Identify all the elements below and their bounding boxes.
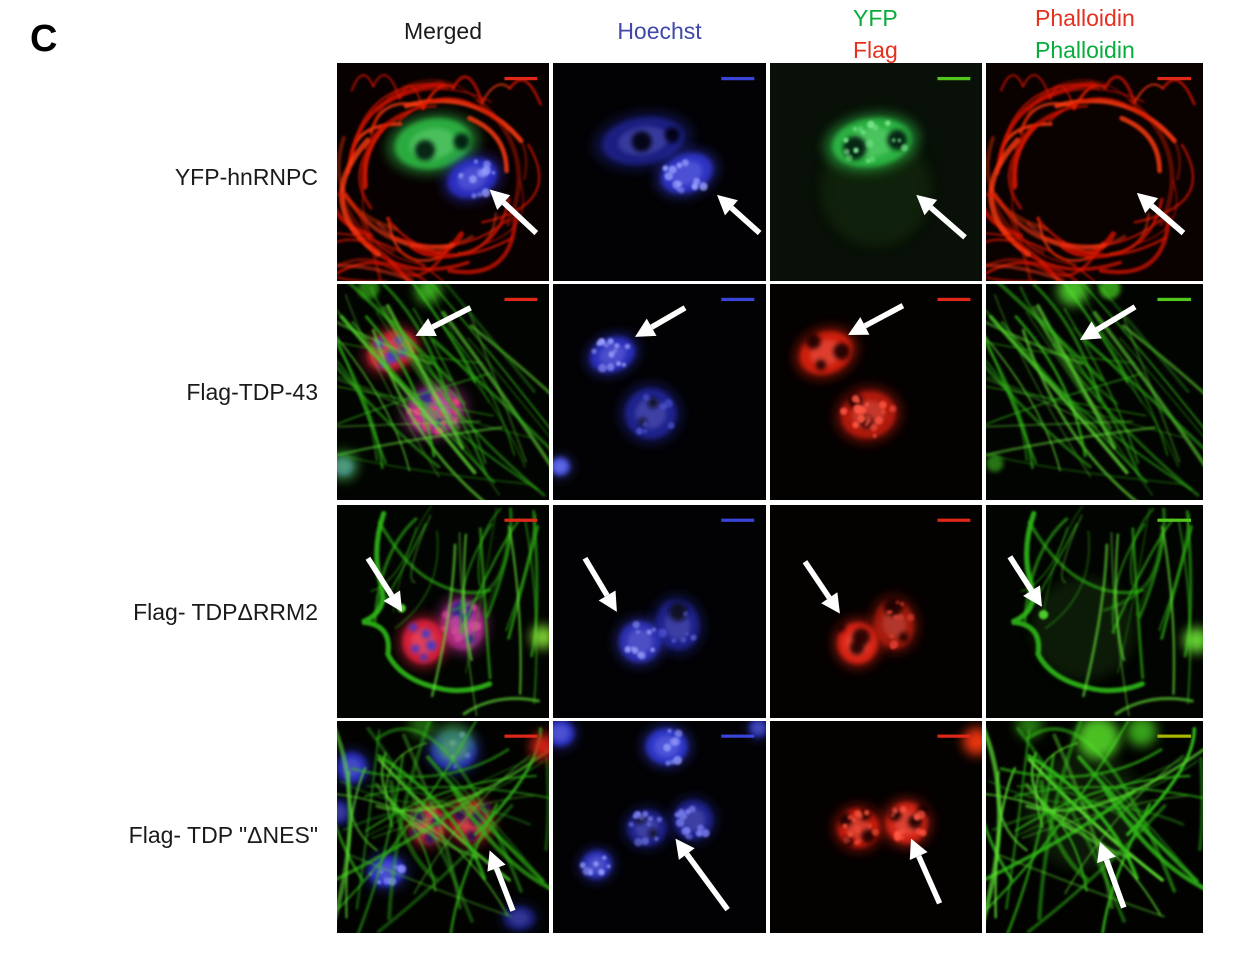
pointer-arrow (1136, 192, 1186, 236)
scale-bar (721, 518, 755, 522)
scale-bar (937, 76, 971, 81)
nuclei-layer (833, 797, 932, 852)
pointer-arrow (802, 560, 840, 614)
row-label-yfp-hnrnpc: YFP-hnRNPC (174, 164, 318, 190)
row-label-flag-tdp-dnes: Flag- TDP "ΔNES" (128, 822, 318, 848)
column-header-phalloidin: Phalloidin Phalloidin (1035, 2, 1135, 66)
pointer-arrow (415, 305, 472, 337)
row-label-flag-tdp-drrm2: Flag- TDPΔRRM2 (133, 599, 318, 625)
scale-bar (504, 76, 538, 81)
scale-bar (721, 297, 755, 302)
pointer-arrow (1007, 555, 1042, 607)
pointer-arrow (916, 194, 967, 240)
column-header-yfp-flag: YFP Flag (853, 2, 898, 66)
filament-web (337, 284, 549, 500)
scale-bar (721, 76, 755, 81)
scale-bar (721, 734, 755, 738)
nuclei-layer (614, 595, 704, 667)
scale-bar (504, 734, 538, 738)
column-header-flag: Flag (853, 37, 898, 63)
filament-web (1010, 505, 1194, 717)
column-header-phalloidin-green: Phalloidin (1035, 37, 1135, 63)
pointer-arrow (365, 556, 403, 612)
column-header-phalloidin-red: Phalloidin (1035, 5, 1135, 31)
panel-r3-hoechst (553, 505, 766, 718)
pointer-arrow (717, 194, 762, 236)
column-header-merged: Merged (404, 18, 482, 44)
panel-r3-phalloidin (986, 505, 1203, 718)
scale-bar (1157, 734, 1192, 738)
scale-bar (937, 297, 971, 302)
scale-bar (504, 297, 538, 302)
filament-web (986, 721, 1203, 933)
panel-r4-flag (770, 721, 982, 933)
pointer-arrow (909, 838, 943, 905)
column-header-yfp: YFP (853, 5, 898, 31)
filament-web (337, 74, 542, 281)
panel-r1-yfp (770, 63, 982, 281)
nuclei-layer (823, 112, 920, 173)
column-header-hoechst: Hoechst (617, 18, 702, 44)
panel-r3-flag (770, 505, 982, 718)
pointer-arrow (489, 189, 539, 236)
scale-bar (1157, 518, 1192, 522)
nuclei-layer (833, 595, 919, 669)
panel-r1-phalloidin (986, 63, 1203, 281)
panel-r2-hoechst (553, 284, 766, 500)
row-label-flag-tdp43: Flag-TDP-43 (186, 379, 318, 405)
panel-r3-merged (337, 505, 549, 718)
panel-r2-phalloidin (986, 284, 1203, 500)
nuclei-layer (593, 111, 718, 198)
pointer-arrow (675, 838, 730, 912)
nuclei-layer (386, 112, 503, 203)
scale-bar (504, 518, 538, 522)
nuclei-layer (553, 333, 682, 478)
pointer-arrow (487, 850, 516, 912)
filament-web (337, 721, 549, 933)
filament-web (986, 284, 1203, 500)
nuclei-layer (794, 326, 902, 444)
scale-bar (937, 734, 971, 738)
scale-bar (1157, 76, 1192, 81)
panel-r4-phalloidin (986, 721, 1203, 933)
panel-r2-flag (770, 284, 982, 500)
pointer-arrow (848, 303, 905, 335)
pointer-arrow (635, 305, 687, 337)
panel-r1-hoechst (553, 63, 766, 281)
panel-r4-merged (337, 721, 549, 933)
panel-r1-merged (337, 63, 549, 281)
panel-letter: C (30, 18, 58, 60)
pointer-arrow (582, 556, 617, 612)
panel-r2-merged (337, 284, 549, 500)
pointer-arrow (1097, 841, 1127, 909)
pointer-arrow (1079, 304, 1137, 340)
panel-r4-hoechst (553, 721, 766, 933)
scale-bar (1157, 297, 1192, 302)
scale-bar (937, 518, 971, 522)
